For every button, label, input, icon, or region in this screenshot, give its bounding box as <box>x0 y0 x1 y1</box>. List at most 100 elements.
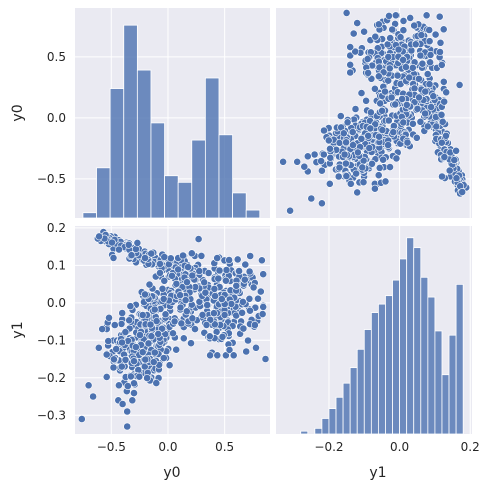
scatter-point <box>130 389 138 397</box>
scatter-point <box>112 345 121 353</box>
scatter-point <box>179 251 187 260</box>
scatter-point <box>440 153 449 161</box>
hist-bar <box>123 24 138 219</box>
scatter-point <box>159 294 168 303</box>
scatter-point <box>241 260 250 269</box>
scatter-point <box>391 100 400 109</box>
scatter-point <box>256 287 265 296</box>
hist-bar <box>245 209 261 219</box>
scatter-point <box>353 19 362 27</box>
hist-bar <box>420 276 429 435</box>
scatter-point <box>156 268 164 277</box>
scatter-point <box>413 104 422 113</box>
scatter-point <box>108 238 116 247</box>
hist-bar <box>96 167 111 219</box>
scatter-point <box>346 43 355 51</box>
scatter-point <box>439 25 448 34</box>
scatter-point <box>115 245 123 254</box>
y-tick-label: −0.2 <box>37 371 66 385</box>
scatter-point <box>242 347 251 356</box>
y-tick-label: −0.3 <box>37 408 66 422</box>
scatter-point <box>169 329 177 338</box>
scatter-point <box>200 278 209 287</box>
scatter-point <box>384 116 393 125</box>
hist-bar <box>455 283 464 435</box>
scatter-point <box>432 122 441 131</box>
scatter-point <box>135 372 144 381</box>
scatter-point <box>439 77 448 86</box>
scatter-point <box>368 159 376 168</box>
scatter-point <box>384 53 393 61</box>
scatter-point <box>437 61 446 69</box>
hist-bar <box>392 279 401 435</box>
scatter-point <box>342 138 350 147</box>
hist-bar <box>413 247 422 435</box>
scatter-point <box>385 64 394 73</box>
scatter-point <box>416 117 425 126</box>
scatter-point <box>115 381 123 390</box>
scatter-point <box>118 338 126 347</box>
scatter-point <box>138 311 147 319</box>
scatter-point <box>250 321 259 329</box>
scatter-point <box>240 275 249 284</box>
scatter-point <box>360 27 368 36</box>
scatter-point <box>104 337 113 345</box>
scatter-point <box>426 51 435 59</box>
scatter-point <box>195 267 204 275</box>
scatter-point <box>158 284 167 293</box>
scatter-point <box>168 271 176 280</box>
scatter-point <box>402 101 411 109</box>
scatter-point <box>364 131 373 140</box>
scatter-point <box>317 166 326 175</box>
hist-bar <box>109 88 125 219</box>
scatter-point <box>336 112 345 120</box>
scatter-point <box>138 348 147 357</box>
scatter-point <box>261 355 270 363</box>
scatter-point <box>363 55 372 63</box>
scatter-point <box>353 148 362 157</box>
scatter-point <box>198 310 207 319</box>
scatter-point <box>414 74 423 83</box>
scatter-point <box>334 172 343 181</box>
scatter-point <box>244 336 252 345</box>
hist-bar <box>427 296 436 435</box>
scatter-point <box>235 267 243 275</box>
scatter-point <box>170 317 179 326</box>
hist-bar <box>314 427 323 435</box>
scatter-point <box>438 117 447 126</box>
hist-bar <box>349 367 358 435</box>
scatter-point <box>375 132 383 141</box>
scatter-point <box>405 73 414 82</box>
scatter-point <box>95 232 103 241</box>
scatter-point <box>221 351 230 360</box>
scatter-point <box>425 26 434 34</box>
scatter-point <box>416 51 425 60</box>
scatter-point <box>366 124 375 133</box>
scatter-point <box>392 154 401 163</box>
scatter-point <box>238 308 246 317</box>
scatter-point <box>458 188 467 196</box>
hist-bar <box>399 258 408 435</box>
scatter-point <box>259 270 268 279</box>
scatter-point <box>102 350 111 359</box>
scatter-point <box>317 157 325 165</box>
scatter-point <box>204 269 213 277</box>
y-tick-label: 0.0 <box>47 111 66 125</box>
hist-bar <box>356 348 365 435</box>
scatter-point <box>254 294 262 303</box>
scatter-point <box>391 11 400 20</box>
scatter-point <box>364 69 372 77</box>
scatter-point <box>394 45 403 54</box>
scatter-point <box>183 278 191 287</box>
scatter-point <box>211 292 219 300</box>
scatter-point <box>440 97 449 106</box>
hist-bar <box>82 212 97 219</box>
y-tick-label: 0.1 <box>47 258 66 272</box>
scatter-point <box>209 309 218 318</box>
scatter-point <box>374 171 383 180</box>
hist-bar <box>218 134 233 219</box>
scatter-point <box>174 265 182 274</box>
scatter-point <box>343 118 352 127</box>
scatter-point <box>176 303 185 312</box>
y-tick-label: −0.1 <box>37 333 66 347</box>
